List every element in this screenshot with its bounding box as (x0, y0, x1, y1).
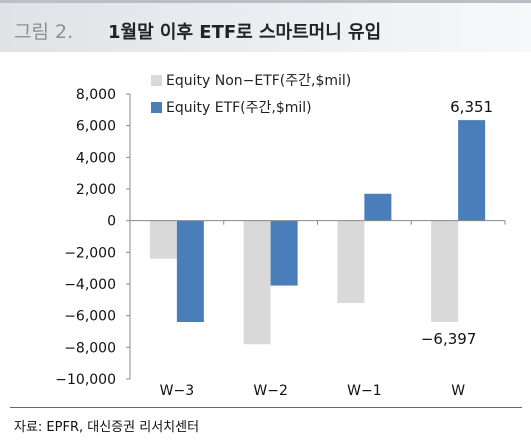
figure-label: 그림 2. (14, 21, 74, 43)
bar-chart: Equity Non−ETF(주간,$mil) Equity ETF(주간,$m… (55, 73, 506, 399)
y-tick-label: 0 (107, 214, 116, 230)
y-tick-label: 2,000 (76, 182, 116, 198)
figure-title: 1월말 이후 ETF로 스마트머니 유입 (108, 22, 382, 43)
y-tick-label: 4,000 (76, 150, 116, 166)
legend-swatch-etf (151, 102, 162, 113)
bar-etf (176, 220, 204, 322)
bar-etf (270, 220, 298, 286)
source-note: 자료: EPFR, 대신증권 리서치센터 (14, 420, 200, 435)
x-tick-label: W (451, 383, 465, 399)
bar-etf (458, 120, 486, 221)
x-axis-ticks: W−3 W−2 W−1 W (129, 220, 506, 399)
bar-non-etf (243, 220, 271, 345)
legend: Equity Non−ETF(주간,$mil) Equity ETF(주간,$m… (151, 73, 351, 116)
y-tick-label: −10,000 (55, 372, 116, 388)
x-tick-label: W−3 (160, 383, 194, 399)
footer-divider (10, 407, 522, 408)
y-axis-ticks: 8,000 6,000 4,000 2,000 0 −2,000 −4,000 −6,000 −… (55, 87, 130, 388)
y-tick-label: −6,000 (64, 309, 116, 325)
y-tick-label: 6,000 (76, 119, 116, 135)
y-tick-label: −8,000 (64, 340, 116, 356)
x-tick-label: W−2 (253, 383, 287, 399)
figure-header: 그림 2. 1월말 이후 ETF로 스마트머니 유입 (0, 0, 531, 52)
data-label: 6,351 (450, 98, 493, 116)
data-labels: 6,351 −6,397 (421, 98, 493, 348)
y-tick-label: −2,000 (64, 245, 116, 261)
y-tick-label: −4,000 (64, 277, 116, 293)
y-tick-label: 8,000 (76, 87, 116, 103)
x-tick-label: W−1 (347, 383, 381, 399)
bar-non-etf (149, 220, 177, 259)
data-label: −6,397 (421, 330, 477, 348)
bars (149, 120, 486, 345)
bar-non-etf (431, 220, 459, 322)
bar-etf (364, 193, 392, 221)
legend-swatch-non-etf (151, 75, 162, 86)
legend-label-etf: Equity ETF(주간,$mil) (166, 100, 312, 116)
legend-label-non-etf: Equity Non−ETF(주간,$mil) (166, 73, 351, 89)
bar-non-etf (337, 220, 365, 303)
